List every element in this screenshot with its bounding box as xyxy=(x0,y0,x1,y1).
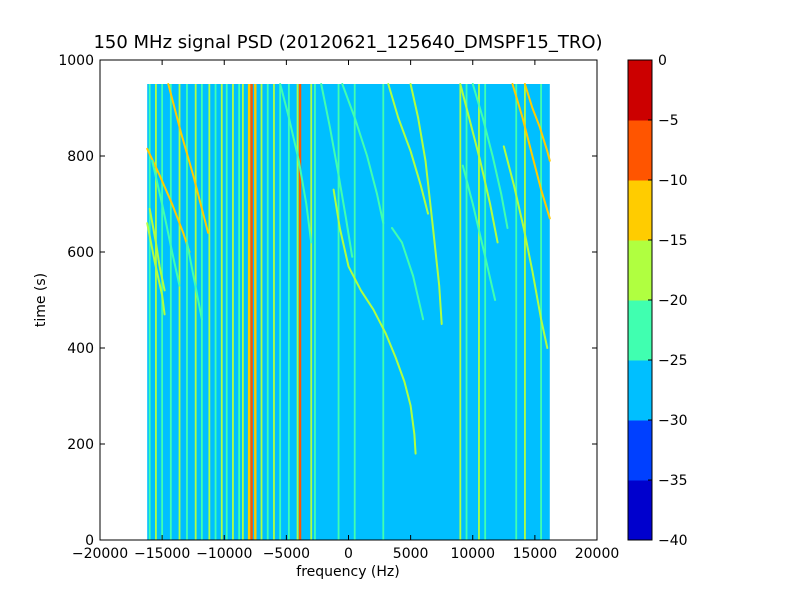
colorbar-tick-label: −35 xyxy=(658,473,688,489)
x-tick-label: −5000 xyxy=(263,546,310,562)
colorbar-segment xyxy=(628,120,652,181)
drift-trace-7 xyxy=(320,83,354,258)
drift-trace-3 xyxy=(151,159,181,287)
y-tick-label: 600 xyxy=(67,245,94,261)
colorbar-segment xyxy=(628,60,652,121)
colorbar-tick-label: −30 xyxy=(658,413,688,429)
x-tick-label: 5000 xyxy=(393,546,429,562)
x-axis-label: frequency (Hz) xyxy=(296,564,399,580)
colorbar-segment xyxy=(628,360,652,421)
y-tick-label: 0 xyxy=(85,533,94,549)
x-tick-label: −20000 xyxy=(72,546,128,562)
x-tick-label: 10000 xyxy=(450,546,495,562)
colorbar xyxy=(627,59,653,541)
drift-trace-9 xyxy=(332,188,417,455)
colorbar-tick-label: 0 xyxy=(658,53,667,69)
drift-trace-1 xyxy=(146,147,191,253)
colorbar-tick-label: −10 xyxy=(658,173,688,189)
drift-trace-4 xyxy=(146,222,166,316)
plot-area: −20000 −15000 −10000 −5000 0 5000 10000 15000 20… xyxy=(58,53,619,562)
y-tick-label: 800 xyxy=(67,149,94,165)
x-tick-label: −15000 xyxy=(134,546,190,562)
drift-trace-8 xyxy=(341,83,385,225)
colorbar-tick-label: −5 xyxy=(658,113,679,129)
chart-title: 150 MHz signal PSD (20120621_125640_DMSP… xyxy=(93,32,602,53)
x-tick-label: 20000 xyxy=(575,546,620,562)
colorbar-segment xyxy=(628,300,652,361)
colorbar-ticks: −40 −35 −30 −25 −20 −15 −10 −5 0 xyxy=(648,53,688,549)
drift-trace-0 xyxy=(167,83,210,234)
x-axis-ticks: −20000 −15000 −10000 −5000 0 5000 10000 15000 20… xyxy=(72,60,619,562)
colorbar-tick-label: −20 xyxy=(658,293,688,309)
colorbar-tick-label: −25 xyxy=(658,353,688,369)
colorbar-segment xyxy=(628,480,652,541)
x-tick-label: 15000 xyxy=(513,546,558,562)
drift-trace-14 xyxy=(471,83,509,229)
heatmap-background xyxy=(147,84,550,540)
y-tick-label: 1000 xyxy=(58,53,94,69)
y-axis-label: time (s) xyxy=(33,273,49,327)
drift-trace-6 xyxy=(279,83,313,244)
drift-trace-12 xyxy=(391,227,425,321)
drift-trace-13 xyxy=(459,83,499,244)
y-tick-label: 200 xyxy=(67,437,94,453)
drift-trace-10 xyxy=(387,83,429,215)
drift-trace-2 xyxy=(148,207,166,292)
drift-trace-18 xyxy=(502,145,549,349)
colorbar-tick-label: −15 xyxy=(658,233,688,249)
colorbar-segment xyxy=(628,180,652,241)
drift-trace-11 xyxy=(409,83,443,325)
x-tick-label: 0 xyxy=(344,546,353,562)
drift-trace-16 xyxy=(511,83,551,220)
drift-trace-5 xyxy=(186,241,203,321)
y-tick-label: 400 xyxy=(67,341,94,357)
drift-trace-17 xyxy=(523,83,551,162)
y-axis-ticks: 0 200 400 600 800 1000 xyxy=(58,53,597,549)
colorbar-tick-label: −40 xyxy=(658,533,688,549)
heatmap xyxy=(146,83,551,540)
colorbar-segment xyxy=(628,240,652,301)
x-tick-label: −10000 xyxy=(196,546,252,562)
drift-trace-15 xyxy=(461,164,497,301)
colorbar-segment xyxy=(628,420,652,481)
